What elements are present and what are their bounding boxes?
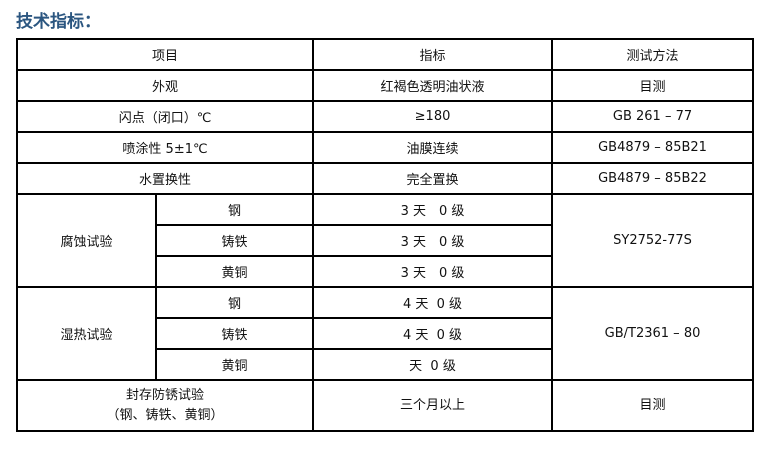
group-method-cell: SY2752-77S (551, 193, 755, 288)
spec-cell: 天 0 级 (312, 348, 554, 381)
group-item-cell: 湿热试验 (16, 286, 157, 381)
table-row: 湿热试验 钢 4 天 0 级 GB/T2361 – 80 (16, 286, 755, 381)
method-cell: 目测 (551, 69, 755, 102)
table-header-row: 项目 指标 测试方法 (15, 38, 755, 71)
method-cell: GB4879 – 85B21 (551, 131, 755, 164)
table-row: 水置换性 完全置换 GB4879 – 85B22 (15, 162, 755, 195)
spec-cell: 红褐色透明油状液 (312, 69, 554, 102)
table-row: 黄铜 3 天 0 级 (17, 255, 753, 288)
item-cell: 喷涂性 5±1℃ (15, 131, 315, 164)
table-row: 喷涂性 5±1℃ 油膜连续 GB4879 – 85B21 (15, 131, 755, 164)
header-item: 项目 (15, 38, 315, 71)
group-method-cell: GB/T2361 – 80 (551, 286, 755, 381)
spec-cell: 3 天 0 级 (312, 193, 554, 226)
table-row: 闪点（闭口）℃ ≥180 GB 261 – 77 (15, 100, 755, 133)
section-title: 技术指标： (16, 12, 101, 32)
metal-cell: 黄铜 (154, 348, 315, 381)
group-item-cell: 腐蚀试验 (16, 193, 157, 288)
table-row: 黄铜 天 0 级 (17, 348, 753, 381)
spec-cell: ≥180 (312, 100, 554, 133)
method-cell: GB 261 – 77 (551, 100, 755, 133)
spec-cell: 4 天 0 级 (312, 317, 554, 350)
spec-cell: 3 天 0 级 (312, 255, 554, 288)
header-spec: 指标 (312, 38, 554, 71)
metal-cell: 铸铁 (154, 224, 315, 257)
header-method: 测试方法 (551, 38, 755, 71)
metal-cell: 黄铜 (154, 255, 315, 288)
item-cell: 闪点（闭口）℃ (15, 100, 315, 133)
table-row: 封存防锈试验 （钢、铸铁、黄铜） 三个月以上 目测 (15, 379, 755, 432)
spec-cell: 油膜连续 (312, 131, 554, 164)
spec-cell: 4 天 0 级 (312, 286, 554, 319)
metal-cell: 钢 (154, 286, 315, 319)
spec-cell: 三个月以上 (312, 379, 554, 432)
item-line-1: 封存防锈试验 (126, 387, 205, 403)
metal-cell: 钢 (154, 193, 315, 226)
item-cell: 外观 (15, 69, 315, 102)
metal-cell: 铸铁 (154, 317, 315, 350)
item-cell: 水置换性 (15, 162, 315, 195)
table-row: 外观 红褐色透明油状液 目测 (15, 69, 755, 102)
table-row: 铸铁 4 天 0 级 (17, 317, 753, 350)
item-cell: 封存防锈试验 （钢、铸铁、黄铜） (15, 379, 315, 432)
item-line-2: （钢、铸铁、黄铜） (106, 407, 224, 423)
method-cell: GB4879 – 85B22 (551, 162, 755, 195)
table-row: 腐蚀试验 钢 3 天 0 级 SY2752-77S (16, 193, 755, 288)
spec-table: 项目 指标 测试方法 外观 红褐色透明油状液 目测 闪点（闭口）℃ ≥180 G… (15, 38, 755, 432)
method-cell: 目测 (551, 379, 755, 432)
spec-cell: 完全置换 (312, 162, 554, 195)
spec-cell: 3 天 0 级 (312, 224, 554, 257)
table-row: 铸铁 3 天 0 级 (17, 224, 753, 257)
